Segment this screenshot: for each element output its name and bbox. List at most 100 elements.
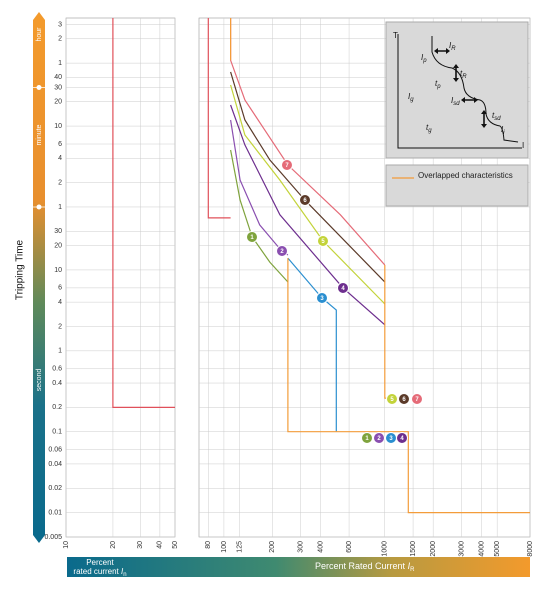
inset-label-symbol: I <box>421 53 424 62</box>
x-axis-symbol: I <box>408 561 411 571</box>
curve-badge <box>299 194 311 206</box>
curve-badge-label: 7 <box>285 163 289 169</box>
plot-area <box>65 17 176 538</box>
inset-label-symbol: I <box>449 41 452 50</box>
inset-label: Ig <box>408 92 414 102</box>
legend-box <box>385 164 529 207</box>
inset-box <box>385 21 529 159</box>
y-tick-label: 0.06 <box>48 447 62 454</box>
x-tick-label: 30 <box>137 541 144 549</box>
series-line <box>287 257 337 432</box>
x-tick-label: 300 <box>297 541 304 553</box>
curve-badge <box>246 231 258 243</box>
y-tick-label: 10 <box>54 267 62 274</box>
y-tick-label: 40 <box>54 74 62 81</box>
curve-badge-label: 4 <box>341 286 345 292</box>
x-axis-label: rated current <box>73 567 119 576</box>
x-tick-label: 20 <box>110 541 117 549</box>
inset-label: tsd <box>492 111 501 121</box>
inset-curve <box>431 36 519 143</box>
x-axis-label: Percent Rated Current IR <box>315 561 415 572</box>
inset-label-sub: g <box>410 97 414 103</box>
time-band-label: second <box>36 369 43 392</box>
series-line <box>112 18 175 408</box>
inset-label-sub: sd <box>453 101 460 107</box>
series-line <box>207 18 231 219</box>
inset-label-symbol: I <box>451 96 454 105</box>
inset-label: tp <box>435 79 441 89</box>
x-tick-label: 50 <box>172 541 179 549</box>
inset-label: tg <box>426 123 432 133</box>
inset-axes <box>397 34 522 149</box>
y-tick-label: 30 <box>54 228 62 235</box>
inset-label-sub: g <box>428 128 432 134</box>
curve-badge-label: 3 <box>320 296 324 302</box>
x-tick-label: 80 <box>205 541 212 549</box>
curve-badge <box>276 245 288 257</box>
inset-label-sub: R <box>451 46 456 52</box>
y-tick-label: 4 <box>58 155 62 162</box>
x-tick-label: 400 <box>318 541 325 553</box>
inset-label-symbol: I <box>501 125 504 134</box>
y-tick-label: 0.6 <box>52 366 62 373</box>
x-tick-label: 125 <box>236 541 243 553</box>
curve-badge-label: 3 <box>389 436 393 442</box>
curve-badge-label: 6 <box>402 397 406 403</box>
x-tick-label: 100 <box>221 541 228 553</box>
inset-label-symbol: t <box>426 123 429 132</box>
x-axis-symbol: I <box>121 567 124 576</box>
x-axis-label: rated current In <box>73 567 126 577</box>
curve-badge-label: 1 <box>365 436 369 442</box>
y-tick-label: 1 <box>58 348 62 355</box>
curve-badge <box>373 432 385 444</box>
x-axis-sub: R <box>410 567 415 573</box>
y-tick-label: 30 <box>54 84 62 91</box>
x-tick-label: 2000 <box>430 541 437 557</box>
arrow-down <box>33 535 45 543</box>
y-tick-label: 4 <box>58 299 62 306</box>
x-tick-label: 600 <box>346 541 353 553</box>
x-tick-label: 4000 <box>478 541 485 557</box>
x-tick-label: 40 <box>157 541 164 549</box>
series-line <box>230 104 386 326</box>
x-axis-label: Percent <box>86 558 114 567</box>
legend-label: Overlapped characteristics <box>418 171 513 180</box>
inset-label: Ip <box>421 53 427 63</box>
x-tick-label: 3000 <box>458 541 465 557</box>
curve-badge <box>411 393 423 405</box>
x-axis-sub: n <box>123 572 126 578</box>
curve-badge <box>386 393 398 405</box>
arrow-up <box>33 12 45 20</box>
y-tick-label: 2 <box>58 323 62 330</box>
curve-badge-label: 7 <box>415 397 419 403</box>
curve-badge <box>316 292 328 304</box>
inset-arrows <box>436 50 485 126</box>
y-tick-label: 20 <box>54 99 62 106</box>
x-tick-label: 10 <box>63 541 70 549</box>
curve-badge-label: 1 <box>250 235 254 241</box>
inset-label-sub: R <box>462 74 467 80</box>
y-tick-label: 3 <box>58 21 62 28</box>
time-scale-bar <box>33 20 45 535</box>
inset-label: Isd <box>451 96 460 106</box>
y-tick-label: 0.04 <box>48 461 62 468</box>
y-tick-label: 0.005 <box>44 534 62 541</box>
inset-y-axis: T <box>393 31 398 40</box>
curve-badge <box>361 432 373 444</box>
x-tick-label: 8000 <box>527 541 534 557</box>
series-line <box>230 71 386 283</box>
inset-label: IR <box>449 41 456 51</box>
curve-badge <box>317 235 329 247</box>
y-tick-label: 1 <box>58 60 62 67</box>
inset-label-symbol: I <box>408 92 411 101</box>
curve-badge-label: 2 <box>280 249 284 255</box>
y-tick-label: 1 <box>58 204 62 211</box>
inset-label: tR <box>460 69 467 79</box>
y-tick-label: 0.02 <box>48 485 62 492</box>
y-tick-label: 20 <box>54 242 62 249</box>
legend-label-box: Overlapped characteristics <box>418 171 513 180</box>
time-band-label: minute <box>36 124 43 145</box>
inset-label: Ii <box>501 125 505 135</box>
y-tick-label: 0.1 <box>52 429 62 436</box>
